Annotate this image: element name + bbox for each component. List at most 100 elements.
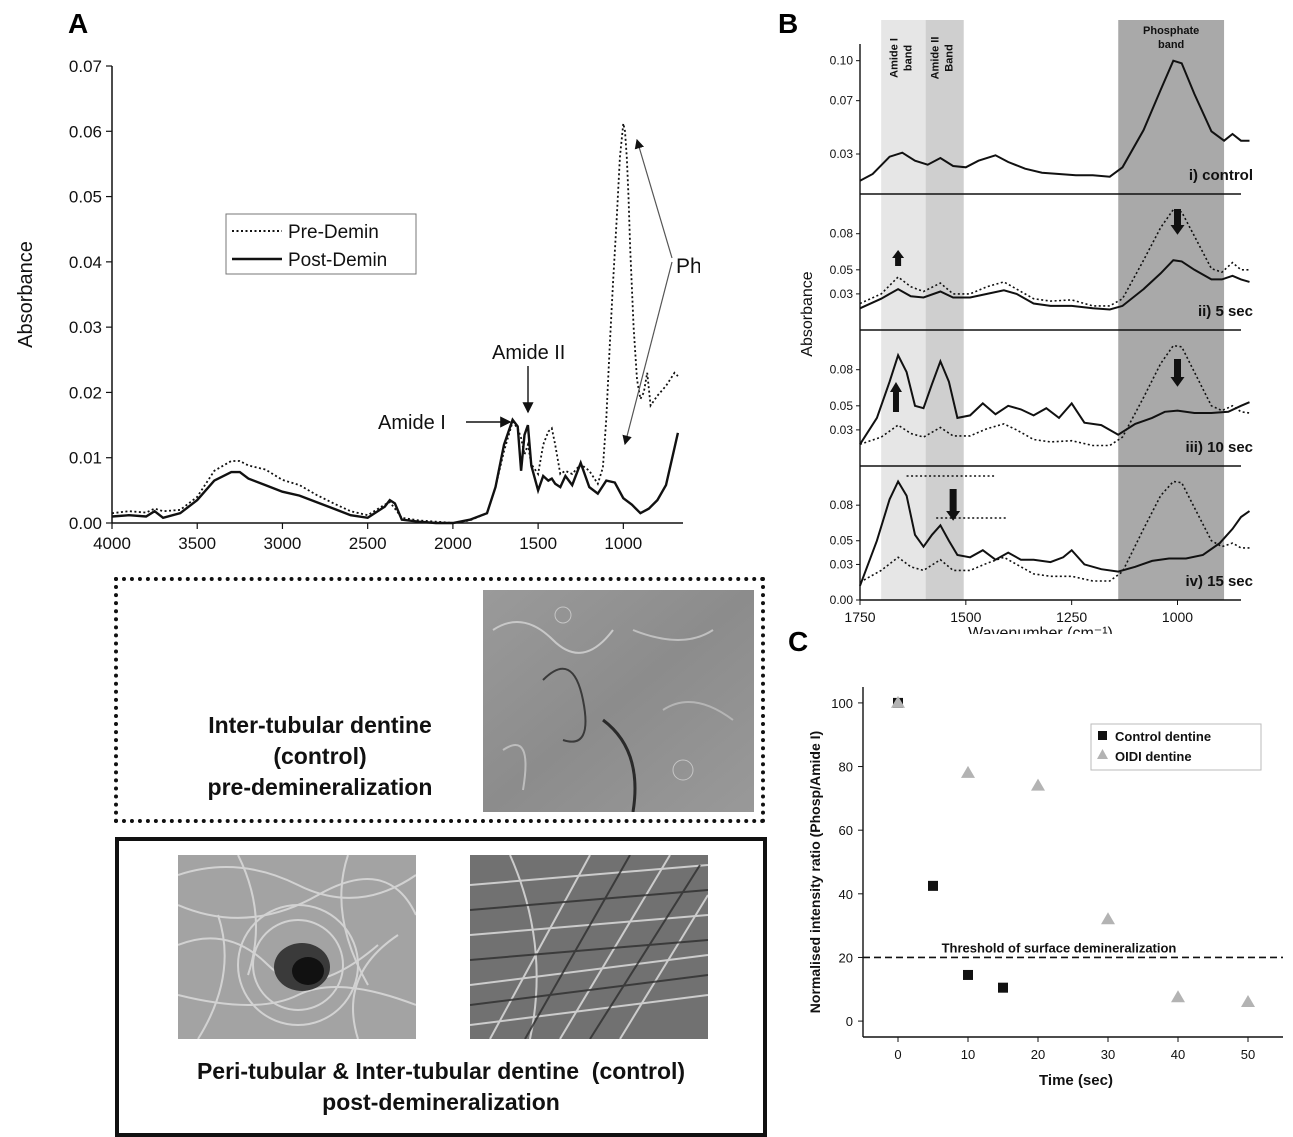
b-y-tick-label: 0.08 bbox=[830, 498, 854, 512]
c-point-control bbox=[963, 969, 973, 980]
a-legend-label-post: Post-Demin bbox=[288, 250, 387, 271]
a-annotation-amide-ii: Amide II bbox=[492, 342, 565, 364]
b-band-label-amide-ii-1: Amide II bbox=[930, 37, 942, 80]
c-point-control bbox=[998, 982, 1008, 993]
b-y-tick-label: 0.03 bbox=[830, 147, 854, 161]
b-y-tick-label: 0.07 bbox=[830, 94, 854, 108]
c-point-oidi bbox=[1241, 995, 1255, 1007]
c-legend: Control dentine OIDI dentine bbox=[1090, 723, 1262, 771]
b-band-label-amide-i-1: Amide I bbox=[888, 38, 900, 78]
c-y-tick-label: 80 bbox=[839, 760, 853, 775]
a-y-tick-label: 0.02 bbox=[69, 383, 102, 402]
c-legend-box bbox=[1090, 723, 1262, 771]
micrograph-peri-tubular-post bbox=[178, 855, 416, 1039]
b-band-label-amide-ii-2: Band bbox=[944, 44, 956, 72]
b-band-label-phosphate-1: Phosphate bbox=[1143, 25, 1199, 37]
b-subpanel-label-1: i) control bbox=[1189, 167, 1253, 184]
a-x-tick-label: 2000 bbox=[434, 534, 472, 553]
b-y-tick-label: 0.05 bbox=[830, 534, 854, 548]
c-y-axis-label: Normalised intensity ratio (Phosp/Amide … bbox=[807, 731, 823, 1013]
b-y-tick-label: 0.10 bbox=[830, 54, 854, 68]
b-band-label-amide-i-2: band bbox=[902, 45, 914, 71]
b-subpanel-label-3: iii) 10 sec bbox=[1185, 439, 1253, 456]
b-down-arrow-5s bbox=[1170, 209, 1185, 235]
c-x-tick-label: 50 bbox=[1241, 1047, 1255, 1062]
a-legend-label-pre: Pre-Demin bbox=[288, 222, 379, 243]
c-legend-swatch-control bbox=[1098, 731, 1107, 740]
c-legend-swatch-oidi bbox=[1097, 749, 1108, 759]
c-y-tick-label: 20 bbox=[839, 950, 853, 965]
b-y-tick-label: 0.05 bbox=[830, 399, 854, 413]
a-x-tick-label: 2500 bbox=[349, 534, 387, 553]
post-demin-caption-line2: post-demineralization bbox=[322, 1089, 560, 1116]
post-demin-caption-line1: Peri-tubular & Inter-tubular dentine (co… bbox=[196, 1058, 686, 1084]
a-y-tick-label: 0.06 bbox=[69, 122, 102, 141]
c-point-oidi bbox=[1171, 990, 1185, 1003]
b-y-tick-label: 0.05 bbox=[830, 263, 854, 277]
b-series-1-solid bbox=[859, 59, 1250, 182]
c-x-tick-label: 30 bbox=[1101, 1047, 1115, 1062]
b-down-arrow-15s bbox=[946, 489, 961, 521]
a-x-tick-label: 3500 bbox=[178, 534, 216, 553]
a-legend: Pre-Demin Post-Demin bbox=[225, 213, 417, 275]
b-y-tick-label: 0.03 bbox=[830, 287, 854, 301]
b-series-3-solid bbox=[859, 352, 1250, 445]
c-point-oidi bbox=[891, 695, 905, 708]
micrograph-inter-tubular-post bbox=[470, 855, 708, 1039]
c-point-oidi bbox=[1031, 778, 1045, 791]
a-annotation-phosphate-arrow-1 bbox=[634, 138, 673, 259]
c-legend-label-oidi: OIDI dentine bbox=[1115, 749, 1192, 764]
c-x-tick-label: 10 bbox=[961, 1047, 975, 1062]
a-y-tick-label: 0.05 bbox=[69, 188, 102, 207]
c-point-oidi bbox=[961, 765, 975, 778]
a-x-tick-label: 1500 bbox=[519, 534, 557, 553]
a-y-tick-label: 0.07 bbox=[69, 57, 102, 76]
c-y-tick-label: 100 bbox=[831, 696, 853, 711]
c-x-tick-label: 20 bbox=[1031, 1047, 1045, 1062]
panel-label-c: C bbox=[788, 626, 809, 657]
c-x-tick-label: 0 bbox=[894, 1047, 901, 1062]
b-band-label-phosphate-2: band bbox=[1158, 39, 1184, 51]
chart-c: 0 20 40 60 80 100 0 10 20 30 40 50 Time (sec) Normali… bbox=[807, 687, 1283, 1089]
c-y-tick-label: 60 bbox=[839, 823, 853, 838]
a-y-tick-label: 0.04 bbox=[69, 253, 102, 272]
micrograph-inter-tubular-pre bbox=[483, 590, 754, 812]
pre-demin-frame bbox=[114, 577, 765, 823]
c-x-axis-label: Time (sec) bbox=[1039, 1072, 1113, 1089]
a-series-pre-demin-line bbox=[111, 123, 679, 524]
b-band-amide-ii bbox=[925, 20, 964, 600]
b-x-tick-label: 1000 bbox=[1162, 609, 1193, 625]
b-y-tick-label: 0.08 bbox=[830, 363, 854, 377]
c-threshold-label: Threshold of surface demineralization bbox=[942, 940, 1177, 955]
b-series-4-solid bbox=[859, 479, 1251, 587]
b-x-tick-label: 1250 bbox=[1056, 609, 1087, 625]
b-y-axis-label: Absorbance bbox=[799, 271, 816, 356]
pre-demin-caption-line3: pre-demineralization bbox=[207, 774, 433, 801]
a-y-axis-label: Absorbance bbox=[15, 241, 37, 348]
c-y-tick-label: 40 bbox=[839, 887, 853, 902]
a-y-tick-label: 0.03 bbox=[69, 318, 102, 337]
a-annotation-phosphate-arrow-2 bbox=[622, 261, 673, 446]
b-band-amide-i bbox=[881, 20, 926, 600]
c-legend-label-control: Control dentine bbox=[1115, 729, 1211, 744]
panel-label-b: B bbox=[778, 8, 799, 39]
a-x-tick-label: 3000 bbox=[264, 534, 302, 553]
c-point-oidi bbox=[1101, 912, 1115, 925]
b-up-arrow-5s bbox=[892, 250, 905, 266]
a-legend-box bbox=[225, 213, 417, 275]
c-point-control bbox=[928, 880, 938, 891]
a-x-tick-label: 1000 bbox=[604, 534, 642, 553]
post-demin-caption: Peri-tubular & Inter-tubular dentine (co… bbox=[120, 1056, 762, 1118]
c-x-tick-label: 40 bbox=[1171, 1047, 1185, 1062]
a-x-tick-label: 4000 bbox=[93, 534, 131, 553]
b-x-tick-label: 1500 bbox=[950, 609, 981, 625]
b-y-tick-label: 0.03 bbox=[830, 423, 854, 437]
b-series-4-dotted bbox=[859, 480, 1250, 583]
pre-demin-caption-line2: (control) bbox=[273, 743, 367, 770]
b-band-phosphate bbox=[1118, 20, 1225, 600]
b-y-tick-label: 0.00 bbox=[830, 593, 854, 607]
b-series-2-solid bbox=[859, 259, 1250, 311]
pre-demin-caption: Inter-tubular dentine (control) pre-demi… bbox=[170, 710, 470, 803]
chart-a: 0.00 0.01 0.02 0.03 0.04 0.05 0.06 0.07 4000 3500… bbox=[15, 57, 700, 553]
